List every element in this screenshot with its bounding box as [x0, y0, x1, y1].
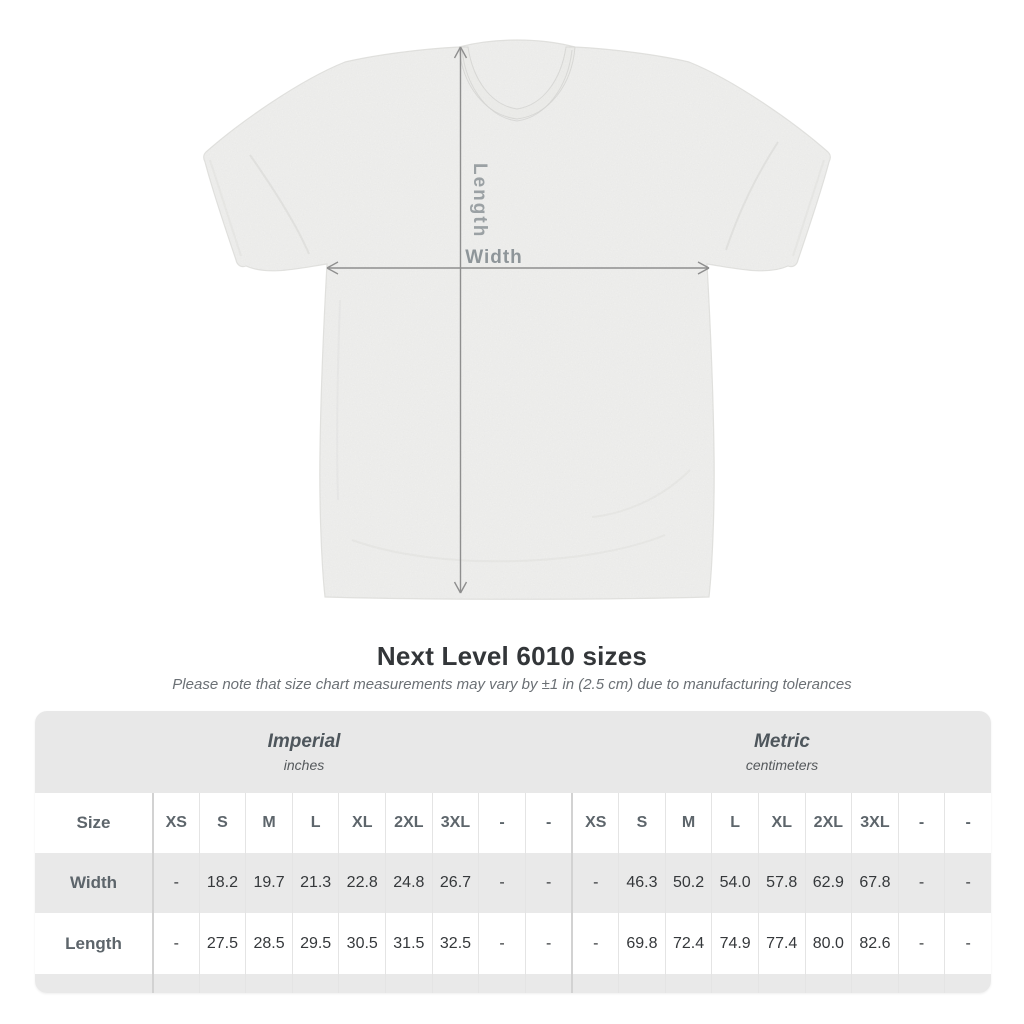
column-header: -: [944, 793, 991, 853]
size-value-cell: -: [571, 853, 618, 913]
size-value-cell: -: [524, 913, 572, 974]
width-label: Width: [465, 247, 523, 268]
size-value-cell: 62.9: [804, 853, 852, 913]
column-header: XS: [571, 793, 618, 853]
size-value-cell: 57.8: [757, 853, 805, 913]
column-header: XL: [338, 793, 385, 853]
table-header-row: Size XS S M L XL 2XL 3XL - - XS S M L XL…: [35, 793, 991, 853]
metric-unit-label: centimeters: [745, 757, 819, 773]
imperial-name: Imperial: [267, 731, 341, 752]
size-value-cell: -: [897, 853, 945, 913]
width-arrow: [326, 261, 710, 275]
column-header: M: [245, 793, 292, 853]
column-header: 2XL: [385, 793, 432, 853]
column-header: 2XL: [804, 793, 852, 853]
column-header: XS: [152, 793, 199, 853]
imperial-unit-label: inches: [283, 757, 325, 773]
size-value-cell: -: [944, 913, 991, 974]
size-value-cell: 46.3: [618, 853, 665, 913]
column-header: -: [524, 793, 572, 853]
row-label: Width: [69, 873, 118, 892]
size-value-cell: 26.7: [431, 853, 479, 913]
measurement-arrows: [326, 46, 710, 594]
size-value-cell: 82.6: [851, 913, 898, 974]
size-value-cell: 29.5: [291, 913, 339, 974]
page-title: Next Level 6010 sizes: [376, 641, 648, 671]
size-value-cell: 21.3: [291, 853, 339, 913]
tshirt-graphic: [203, 39, 831, 600]
size-value-cell: 54.0: [711, 853, 758, 913]
size-value-cell: 27.5: [198, 913, 246, 974]
size-value-cell: 80.0: [804, 913, 852, 974]
column-header: -: [478, 793, 525, 853]
column-header: S: [618, 793, 665, 853]
size-header: Size: [76, 813, 111, 832]
size-value-cell: 50.2: [664, 853, 712, 913]
size-value-cell: -: [152, 853, 199, 913]
size-value-cell: 74.9: [711, 913, 758, 974]
size-value-cell: 72.4: [664, 913, 712, 974]
size-value-cell: -: [152, 913, 199, 974]
size-value-cell: 22.8: [338, 853, 385, 913]
size-value-cell: 18.2: [198, 853, 246, 913]
tolerance-note: Please note that size chart measurements…: [172, 676, 852, 693]
column-header: L: [291, 793, 339, 853]
imperial-header: Imperial inches: [35, 711, 573, 793]
column-header: 3XL: [431, 793, 479, 853]
length-arrow: [453, 46, 468, 594]
size-value-cell: 77.4: [757, 913, 805, 974]
metric-name: Metric: [754, 731, 810, 752]
units-band: Imperial inches Metric centimeters: [35, 711, 991, 793]
size-value-cell: -: [478, 853, 525, 913]
length-label: Length: [469, 163, 490, 238]
column-header: -: [897, 793, 945, 853]
size-value-cell: 32.5: [431, 913, 479, 974]
size-value-cell: 28.5: [245, 913, 292, 974]
column-header: M: [664, 793, 712, 853]
size-value-cell: 30.5: [338, 913, 385, 974]
column-header: XL: [757, 793, 805, 853]
column-header: 3XL: [851, 793, 898, 853]
metric-header: Metric centimeters: [573, 711, 991, 793]
size-value-cell: 19.7: [245, 853, 292, 913]
size-value-cell: -: [944, 853, 991, 913]
size-value-cell: -: [897, 913, 945, 974]
table-footer-strip: [35, 974, 991, 993]
size-value-cell: 67.8: [851, 853, 898, 913]
size-value-cell: 24.8: [385, 853, 432, 913]
column-header: L: [711, 793, 758, 853]
size-value-cell: -: [524, 853, 572, 913]
column-header: S: [198, 793, 246, 853]
size-value-cell: -: [571, 913, 618, 974]
table-row-length: Length - 27.5 28.5 29.5 30.5 31.5 32.5 -…: [35, 913, 991, 974]
row-label: Length: [65, 933, 122, 953]
size-table: Imperial inches Metric centimeters Size …: [35, 711, 991, 993]
tshirt-diagram: Length Width: [203, 39, 831, 600]
size-value-cell: -: [478, 913, 525, 974]
table-row-width: Width - 18.2 19.7 21.3 22.8 24.8 26.7 - …: [35, 853, 991, 913]
size-value-cell: 69.8: [618, 913, 665, 974]
size-value-cell: 31.5: [385, 913, 432, 974]
